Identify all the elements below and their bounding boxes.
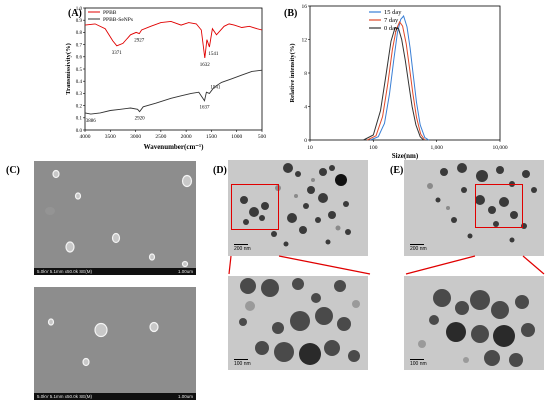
ftir-peak-bottom-1: 2920 xyxy=(135,117,146,122)
ftir-xtick-label-4: 2000 xyxy=(181,134,192,140)
ftir-ytick-label-7: 0.3 xyxy=(76,92,83,97)
ftir-ytick-label-6: 0.4 xyxy=(76,80,83,85)
ftir-ytick-label-9: 0.1 xyxy=(76,117,83,122)
tem-d-scalebar-top xyxy=(234,244,248,245)
tem-e-scale-text-top: 200 nm xyxy=(410,246,427,252)
dls-series-line-1 xyxy=(366,20,426,141)
ftir-peak-top-0: 3371 xyxy=(112,51,123,56)
dls-ytick-label-4: 16 xyxy=(302,4,308,10)
tem-d-scale-text-top: 200 nm xyxy=(234,246,251,252)
ftir-ylabel: Transmissivity(%) xyxy=(65,43,72,95)
ftir-peak-bottom-3: 1541 xyxy=(210,85,221,90)
dls-ylabel: Relative intensity(%) xyxy=(289,43,296,102)
tem-d-zoom-particles xyxy=(239,278,360,365)
sem-info-text-bottom: 5.0kV 5.1mm x50.0k SE(M) xyxy=(37,394,93,399)
dls-ytick-label-0: 0 xyxy=(304,138,307,144)
dls-xtick-label-0: 10 xyxy=(307,145,313,151)
ftir-legend-label-0: PPBB xyxy=(103,10,117,16)
dls-xtick-label-2: 1,000 xyxy=(430,145,443,151)
ftir-xlabel: Wavenumber(cm⁻¹) xyxy=(144,143,205,151)
sem-image-bottom: 5.0kV 5.1mm x50.0k SE(M) 1.00um xyxy=(34,287,196,400)
tem-e-particles xyxy=(427,163,537,243)
sem-scale-text-top: 1.00um xyxy=(177,269,193,274)
ftir-series-line-1 xyxy=(84,69,263,115)
ftir-xtick-label-6: 1000 xyxy=(231,134,242,140)
sem-info-bar-bottom: 5.0kV 5.1mm x50.0k SE(M) 1.00um xyxy=(34,393,196,400)
ftir-xtick-label-1: 3500 xyxy=(105,134,116,140)
tem-e-overview: 200 nm xyxy=(404,160,544,256)
dls-legend-label-1: 7 day xyxy=(384,17,399,24)
tem-e-zoom-box xyxy=(475,184,523,228)
tem-d-zoom-lines xyxy=(228,255,371,275)
tem-d-scale-text-bottom: 100 nm xyxy=(234,361,251,367)
tem-d-overview: 200 nm xyxy=(228,160,368,256)
tem-e-scalebar-top xyxy=(410,244,424,245)
ftir-xtick-label-3: 2500 xyxy=(155,134,166,140)
panel-b-label: (B) xyxy=(284,8,298,19)
ftir-xtick-label-0: 4000 xyxy=(80,134,91,140)
ftir-plot-frame xyxy=(84,7,263,131)
sem-scale-text-bottom: 1.00um xyxy=(177,394,193,399)
dls-xtick-label-1: 100 xyxy=(369,145,378,151)
ftir-ytick-label-8: 0.2 xyxy=(76,104,83,109)
tem-e-zoom-lines xyxy=(405,255,545,275)
panel-a-label: (A) xyxy=(68,8,82,19)
ftir-ytick-label-5: 0.5 xyxy=(76,68,83,73)
ftir-peak-bottom-0: 3886 xyxy=(86,119,97,124)
dls-chart: 0 4 8 12 16 10 100 1,000 10,000 Size(nm) Relative … xyxy=(289,4,508,160)
ftir-ytick-label-2: 0.8 xyxy=(76,31,83,36)
tem-d-zoom-image: 100 nm xyxy=(228,276,368,370)
dls-xtick-label-3: 10,000 xyxy=(492,145,507,151)
ftir-ytick-label-4: 0.6 xyxy=(76,56,83,61)
tem-e-scale-text-bottom: 100 nm xyxy=(410,361,427,367)
ftir-peak-bottom-2: 1637 xyxy=(200,106,211,111)
dls-ytick-label-3: 12 xyxy=(302,37,308,43)
dls-legend-label-0: 15 day xyxy=(384,9,402,16)
sem-image-top: 5.0kV 5.1mm x50.0k SE(M) 1.00um xyxy=(34,161,196,275)
tem-d-zoom-box xyxy=(231,184,279,230)
tem-e-zoom-particles xyxy=(418,289,535,367)
dls-plot-frame xyxy=(309,5,501,141)
ftir-ytick-label-1: 0.9 xyxy=(76,19,83,24)
sem-info-bar-top: 5.0kV 5.1mm x50.0k SE(M) 1.00um xyxy=(34,268,196,275)
tem-d-scalebar-bottom xyxy=(234,359,248,360)
ftir-peak-top-1: 2927 xyxy=(134,39,145,44)
dls-xlabel: Size(nm) xyxy=(392,152,419,160)
dls-ytick-label-2: 8 xyxy=(304,71,307,77)
ftir-ytick-label-3: 0.7 xyxy=(76,43,83,48)
ftir-peak-top-2: 1632 xyxy=(200,63,211,68)
ftir-peak-top-3: 1541 xyxy=(208,52,219,57)
ftir-legend-label-1: PPBB-SeNPs xyxy=(103,17,133,23)
dls-series-line-2 xyxy=(363,27,424,141)
panel-d-label: (D) xyxy=(213,165,227,176)
tem-e-scalebar-bottom xyxy=(410,359,424,360)
panel-e-label: (E) xyxy=(390,165,404,176)
ftir-xtick-label-7: 500 xyxy=(258,134,267,140)
ftir-ytick-label-0: 1.0 xyxy=(76,7,83,12)
dls-legend-label-2: 0 day xyxy=(384,25,399,32)
panel-c-label: (C) xyxy=(6,165,20,176)
dls-ytick-label-1: 4 xyxy=(304,104,307,110)
ftir-xtick-label-5: 1500 xyxy=(206,134,217,140)
tem-d-particles xyxy=(240,163,351,247)
sem-info-text-top: 5.0kV 5.1mm x50.0k SE(M) xyxy=(37,269,93,274)
tem-e-zoom-image: 100 nm xyxy=(404,276,544,370)
ftir-series-line-0 xyxy=(84,20,263,59)
sem-particles-top xyxy=(45,169,193,268)
sem-particles-bottom xyxy=(47,318,159,367)
ftir-ytick-label-10: 0.0 xyxy=(76,129,83,134)
dls-series-line-0 xyxy=(370,14,430,141)
ftir-xtick-label-2: 3000 xyxy=(130,134,141,140)
